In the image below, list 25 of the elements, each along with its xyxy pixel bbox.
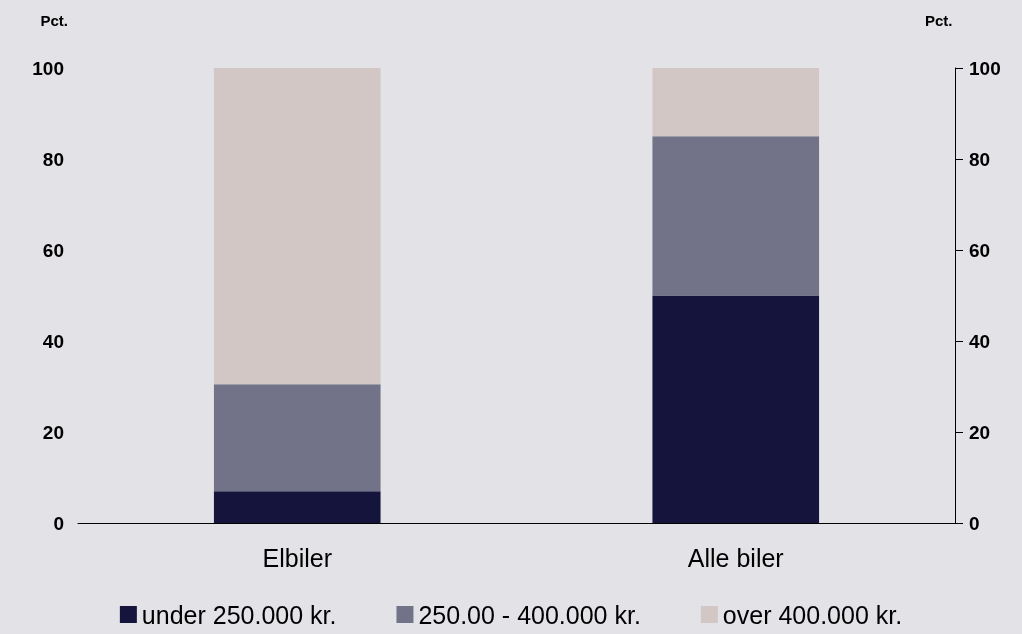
y-tick-label: 100 [32,57,64,79]
bar [652,136,820,296]
y2-tick-label: 20 [969,421,991,443]
x-tick-label: Alle biler [687,543,784,572]
legend-label: over 400.000 kr. [722,600,903,629]
x-tick-label: Elbiler [262,543,332,572]
y-tick-label: 80 [42,148,64,170]
legend-label: under 250.000 kr. [141,600,337,629]
y2-tick-label: 40 [969,330,991,352]
y2-tick-label: 100 [969,57,1001,79]
y2-tick-label: 80 [969,148,991,170]
y-tick-label: 20 [42,421,64,443]
y2-tick-label: 0 [969,512,980,534]
bar [213,384,381,492]
y-tick-label: 0 [53,512,64,534]
y2-axis-title: Pct. [925,12,953,29]
y-axis-title: Pct. [40,12,68,29]
bar [213,68,381,385]
legend-label: 250.00 - 400.000 kr. [418,600,641,629]
bar [213,491,381,523]
y2-tick-label: 60 [969,239,991,261]
bar [652,68,820,137]
bar [652,295,820,523]
y-tick-label: 40 [42,330,64,352]
y-tick-label: 60 [42,239,64,261]
